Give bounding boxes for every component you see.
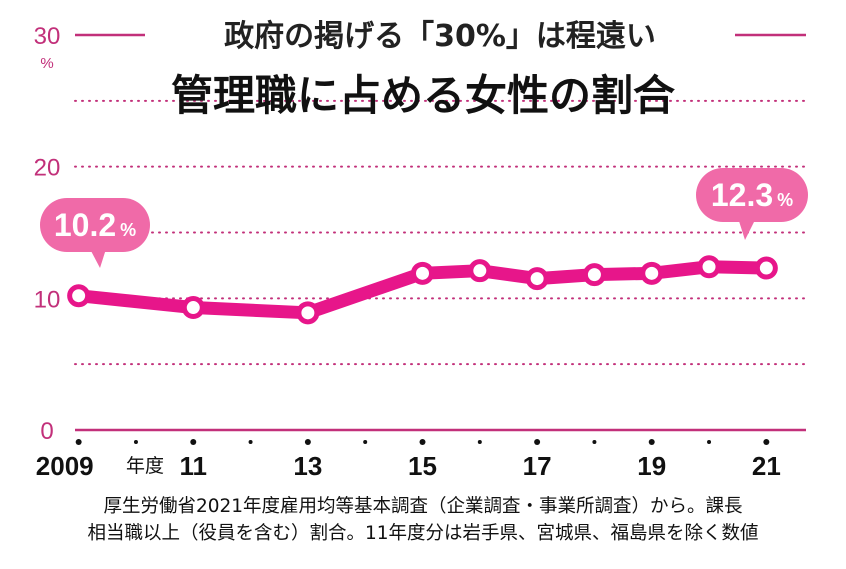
- x-tick-label: 2009: [36, 451, 94, 481]
- data-point: [582, 263, 606, 287]
- svg-text:12.3%: 12.3%: [711, 177, 793, 213]
- x-tick-mark: [75, 439, 82, 445]
- x-tick-mark: [190, 439, 197, 445]
- x-tick-label: 11: [180, 451, 208, 481]
- callout-first-value: 10.2: [54, 207, 116, 243]
- x-tick-label: 13: [293, 451, 322, 481]
- svg-text:10.2%: 10.2%: [54, 207, 136, 243]
- x-tick-label: 15: [408, 451, 437, 481]
- x-tick-mark: [707, 440, 712, 444]
- x-tick-label: 21: [752, 451, 781, 481]
- x-tick-mark: [419, 439, 426, 445]
- y-unit-label: %: [40, 55, 53, 72]
- subtitle: 政府の掲げる「30%」は程遠い: [224, 19, 656, 54]
- x-tick-mark: [363, 440, 368, 444]
- callout-last: 12.3%: [696, 168, 808, 240]
- data-point: [468, 259, 492, 283]
- data-point: [411, 261, 434, 285]
- callout-first: 10.2%: [40, 198, 150, 268]
- y-tick-label: 30: [34, 23, 61, 50]
- data-point: [697, 255, 721, 279]
- y-tick-label: 0: [40, 418, 53, 445]
- callout-last-value: 12.3: [711, 177, 773, 213]
- data-point: [640, 261, 664, 285]
- data-point: [181, 296, 205, 320]
- page-title: 管理職に占める女性の割合: [171, 71, 675, 120]
- x-tick-label: 19: [637, 451, 666, 481]
- data-point: [296, 301, 320, 325]
- source-line-1: 厚生労働省2021年度雇用均等基本調査（企業調査・事業所調査）から。課長: [103, 496, 743, 517]
- y-tick-label: 20: [34, 155, 61, 182]
- data-point: [67, 284, 91, 308]
- callout-last-unit: %: [777, 190, 793, 210]
- x-tick-mark: [248, 440, 253, 444]
- x-unit-label: 年度: [126, 455, 164, 477]
- x-tick-mark: [592, 440, 597, 444]
- x-tick-mark: [648, 439, 655, 445]
- source-note: 厚生労働省2021年度雇用均等基本調査（企業調査・事業所調査）から。課長 相当職…: [0, 493, 846, 547]
- data-point: [754, 256, 778, 280]
- x-tick-label: 17: [523, 451, 552, 481]
- x-tick-mark: [534, 439, 541, 445]
- grid-lines: [74, 99, 807, 366]
- x-axis: 2009 11 13 15 17 19 21: [36, 439, 781, 481]
- y-tick-label: 10: [34, 286, 61, 313]
- x-tick-mark: [133, 440, 138, 444]
- source-line-2: 相当職以上（役員を含む）割合。11年度分は岩手県、宮城県、福島県を除く数値: [87, 523, 759, 544]
- series-line: [67, 255, 778, 325]
- data-point: [525, 267, 549, 291]
- y-axis: 30 20 10 0: [34, 23, 61, 445]
- callout-first-unit: %: [120, 220, 136, 240]
- x-tick-mark: [304, 439, 311, 445]
- x-tick-mark: [763, 439, 770, 445]
- series-polyline: [72, 260, 773, 320]
- x-tick-mark: [477, 440, 482, 444]
